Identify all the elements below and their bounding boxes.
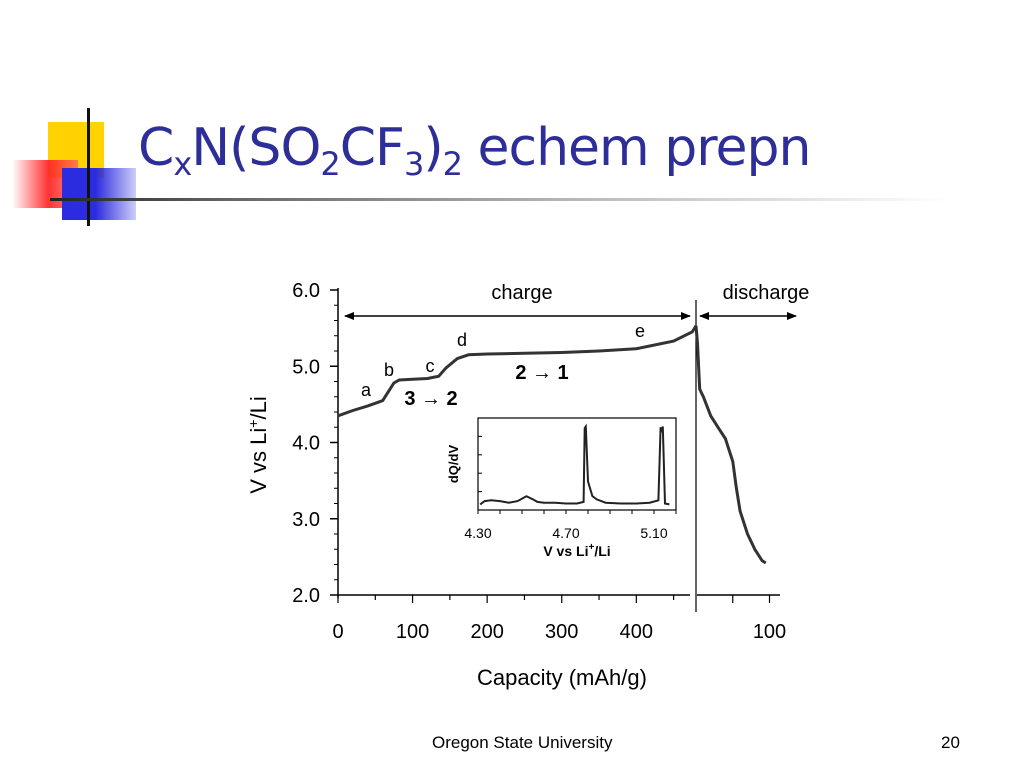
discharge-label: discharge	[723, 282, 810, 304]
title-base: C	[138, 118, 174, 178]
point-label-c: c	[426, 356, 435, 376]
y-tick-label: 6.0	[292, 280, 320, 302]
title-mid2: CF	[339, 118, 405, 178]
discharge-curve	[694, 325, 767, 565]
inset-chart: 4.30 4.70 5.10 dQ/dV V vs Li+/Li	[446, 417, 677, 559]
x-tick-label: 100	[396, 621, 429, 643]
main-labels: Capacity (mAh/g) V vs Li+/Li charge dischar…	[245, 282, 809, 690]
y-axis-title: V vs Li+/Li	[245, 396, 271, 493]
x-tick-label: 0	[332, 621, 343, 643]
title-sub-x: x	[173, 145, 192, 183]
main-curves	[337, 325, 767, 565]
title-mid3: )	[423, 118, 443, 178]
inset-x-tick-label: 5.10	[640, 525, 667, 541]
point-label-e: e	[635, 321, 645, 341]
decor-vertical-line	[87, 108, 90, 226]
point-label-b: b	[384, 360, 394, 380]
inset-x-tick-label: 4.30	[464, 525, 491, 541]
charge-curve	[337, 325, 698, 418]
title-sub-2b: 2	[442, 145, 463, 183]
x-tick-label: 400	[620, 621, 653, 643]
inset-x-axis-title: V vs Li+/Li	[543, 542, 610, 559]
inset-x-tick-label: 4.70	[552, 525, 579, 541]
point-label-a: a	[361, 380, 372, 400]
charge-label: charge	[491, 282, 552, 304]
transition-3-2: 3 → 2	[404, 388, 457, 410]
decor-blue-square	[62, 168, 136, 220]
inset-y-axis-title: dQ/dV	[446, 445, 461, 484]
point-label-d: d	[457, 330, 467, 350]
title-mid1: N(SO	[191, 118, 321, 178]
decor-horizontal-line	[50, 198, 950, 201]
title-tail: echem prepn	[461, 118, 811, 178]
slide-title: CxN(SO2CF3)2 echem prepn	[138, 118, 811, 183]
title-sub-3: 3	[403, 145, 424, 183]
x-tick-label: 300	[545, 621, 578, 643]
y-tick-label: 3.0	[292, 509, 320, 531]
y-tick-label: 4.0	[292, 433, 320, 455]
x-tick-label: 200	[470, 621, 503, 643]
main-axes: 6.0 5.0 4.0 3.0 2.0 0 100 200 300 400 100	[292, 280, 786, 643]
y-tick-label: 5.0	[292, 356, 320, 378]
footer-text: Oregon State University	[432, 733, 613, 752]
x-axis-title: Capacity (mAh/g)	[477, 665, 647, 690]
slide-number: 20	[941, 733, 960, 752]
x-tick-label-discharge: 100	[753, 621, 786, 643]
title-sub-2a: 2	[320, 145, 340, 183]
transition-2-1: 2 → 1	[515, 362, 568, 384]
inset-dqdv-curve	[479, 423, 670, 506]
inset-frame	[477, 417, 677, 511]
y-tick-label: 2.0	[292, 585, 320, 607]
